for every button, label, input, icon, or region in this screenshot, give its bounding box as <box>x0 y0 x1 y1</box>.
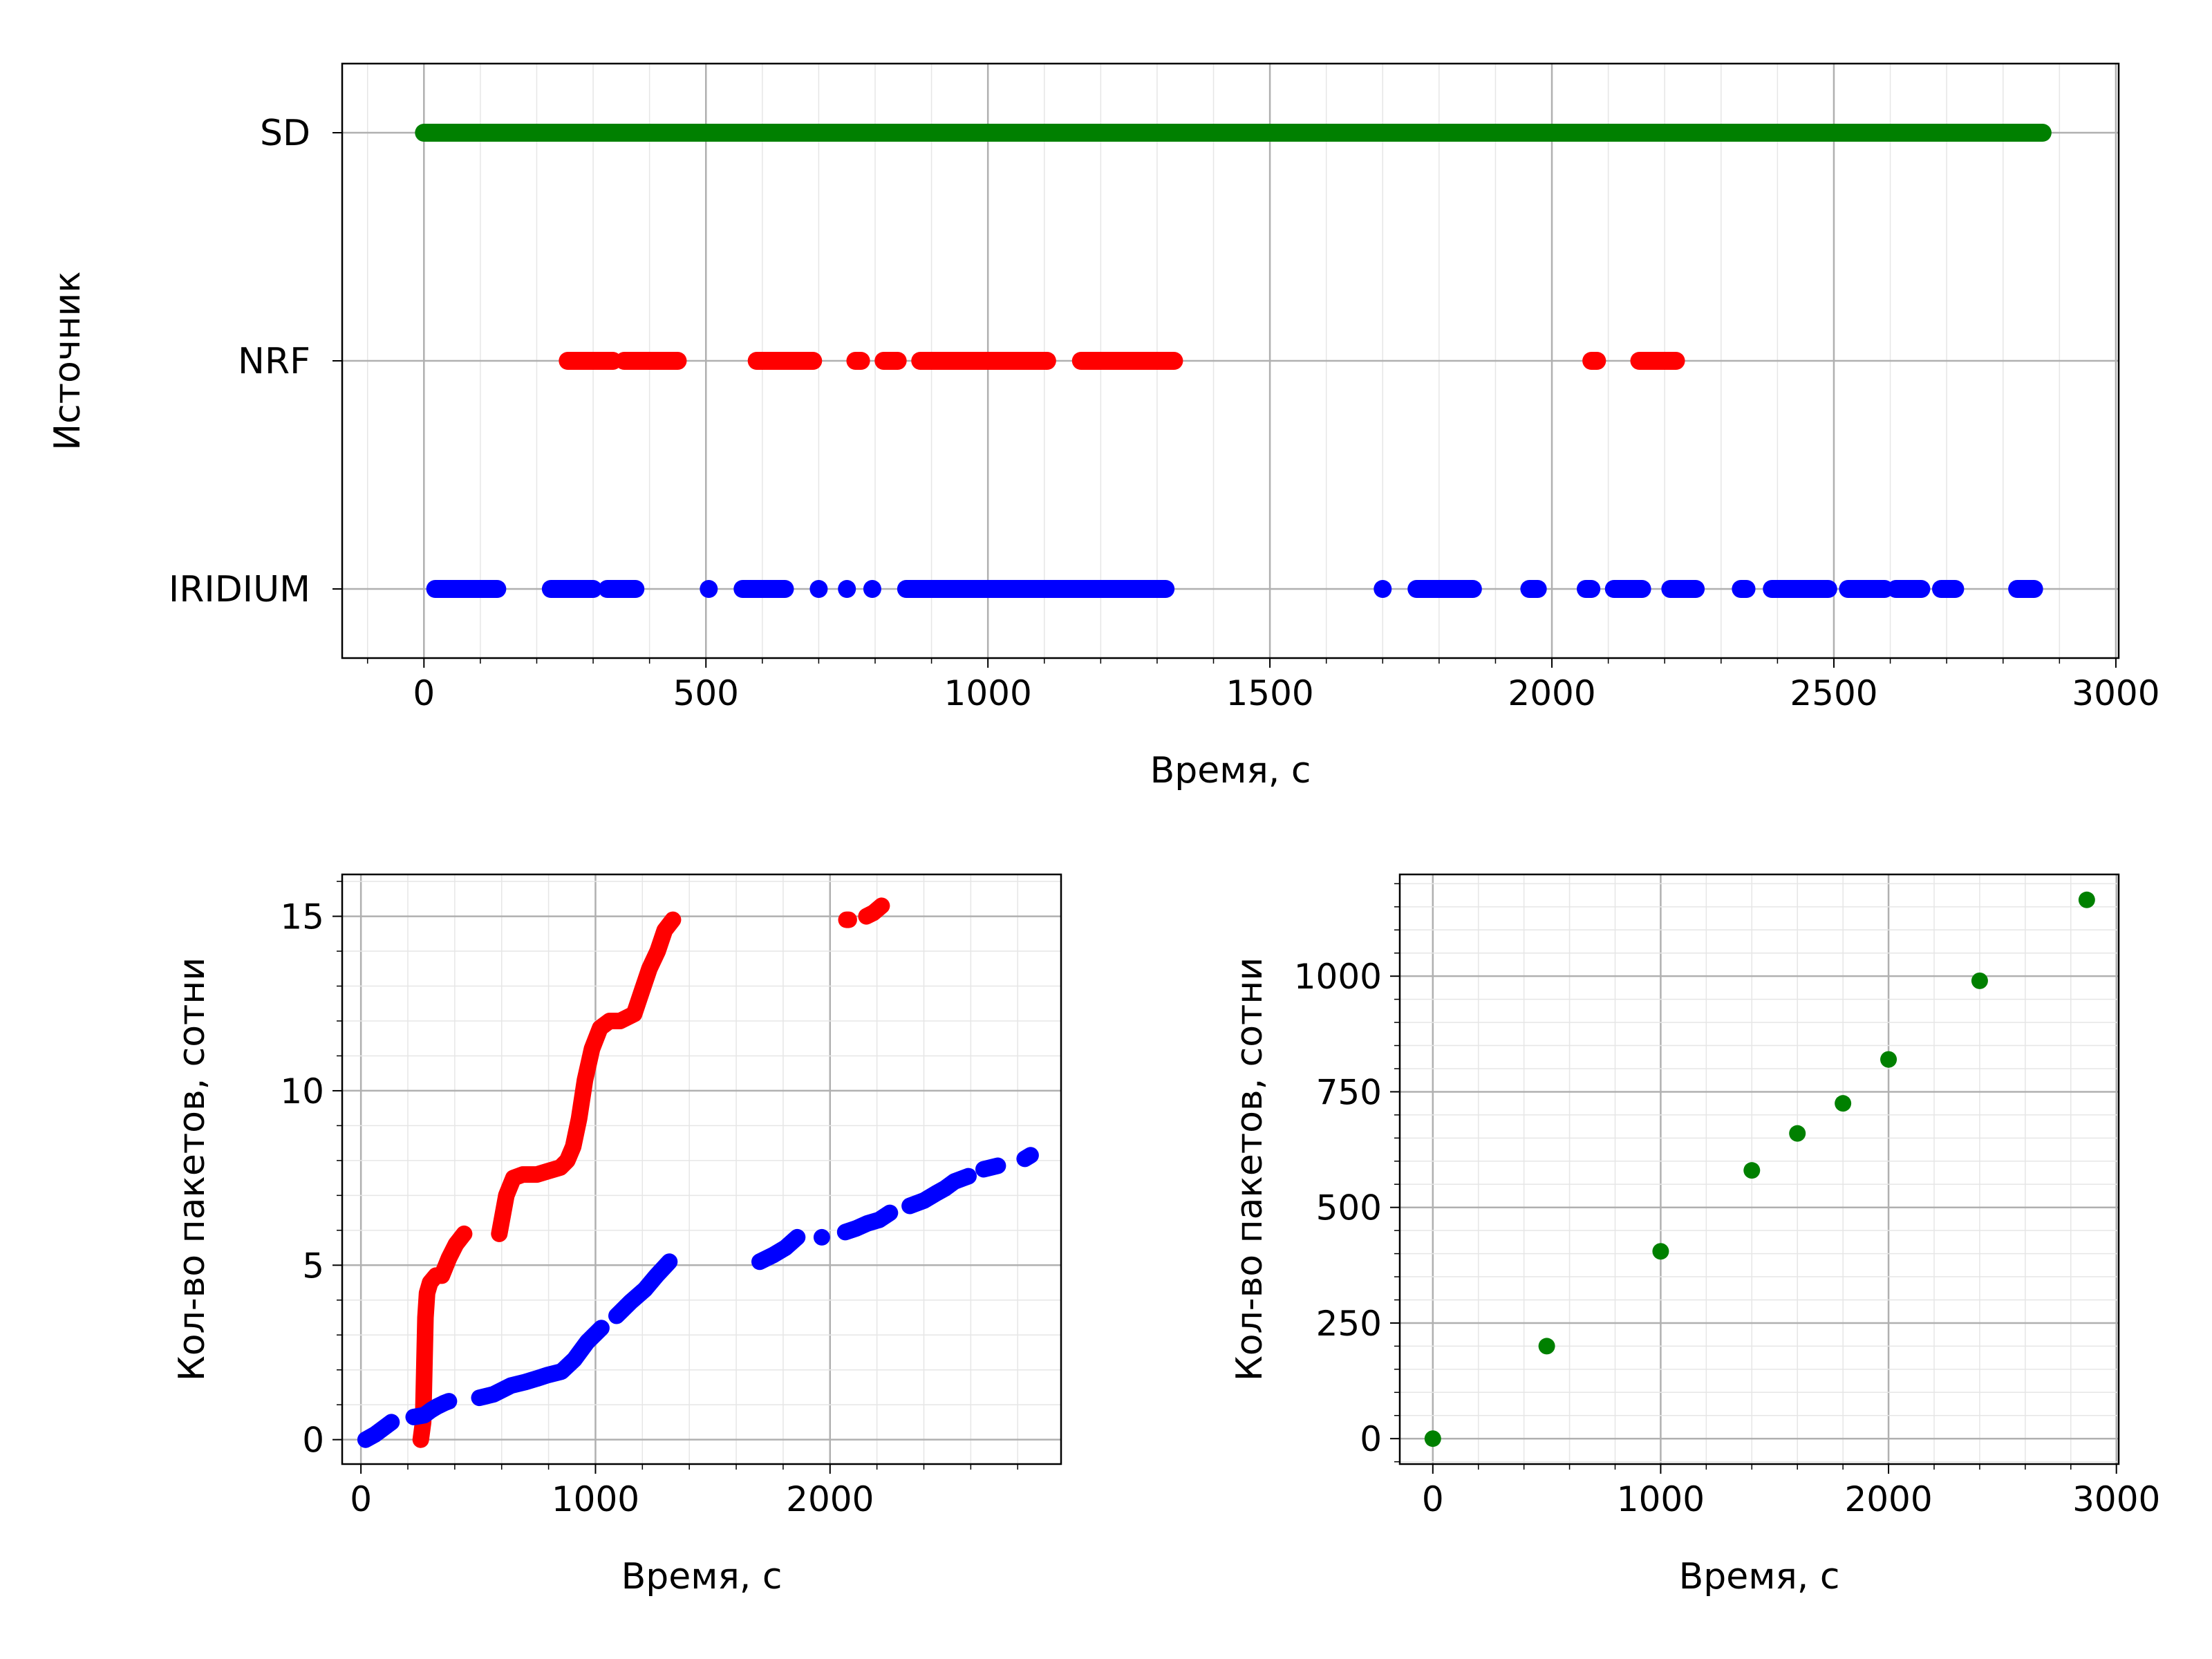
series-iridium-points <box>405 1393 458 1425</box>
series-iridium-points <box>901 1168 977 1215</box>
axes-frame <box>341 62 2120 659</box>
x-axis-label: Время, с <box>1150 750 1311 791</box>
x-tick-label: 2500 <box>1790 673 1877 713</box>
y-axis-label: Кол-во пакетов, сотни <box>171 957 213 1381</box>
y-category-label: SD <box>260 113 310 154</box>
y-tick-label: 250 <box>1316 1304 1382 1344</box>
series-iridium-points <box>471 1320 610 1407</box>
series-sd-point <box>2078 891 2095 908</box>
series-iridium-points <box>608 1253 678 1324</box>
x-axis-label: Время, с <box>621 1556 782 1597</box>
y-tick-label: 15 <box>280 897 324 937</box>
series-iridium-points <box>357 1414 400 1448</box>
series-iridium-points <box>975 1157 1006 1178</box>
y-tick-label: 10 <box>280 1071 324 1112</box>
x-tick-label: 1000 <box>944 673 1032 713</box>
series-sd-point <box>1424 1430 1441 1447</box>
x-tick-label: 2000 <box>786 1479 874 1519</box>
x-tick-label: 1500 <box>1226 673 1313 713</box>
bottom-right-panel-sd-counts: 0 1000 2000 3000 0 250 500 750 1000 Время, с Кол-в… <box>1229 873 2160 1597</box>
bottom-left-panel-nrf-iridium-counts: 0 1000 2000 0 5 10 15 Время, с Кол-во пакетов, с… <box>171 873 1062 1597</box>
series-nrf-points <box>491 911 682 1242</box>
top-panel-source-timeline: 0 500 1000 1500 2000 2500 3000 IRIDIUM NRF SD Врем… <box>47 62 2160 791</box>
series-sd-point <box>1743 1162 1761 1179</box>
y-category-label: NRF <box>238 341 310 382</box>
series-nrf-points <box>412 1225 473 1448</box>
series-sd-point <box>1971 972 1988 989</box>
x-tick-label: 2000 <box>1844 1479 1932 1519</box>
series-sd-point <box>1835 1095 1852 1112</box>
series-iridium-point <box>813 1228 830 1246</box>
x-tick-label: 1000 <box>552 1479 639 1519</box>
series-sd-point <box>1880 1051 1897 1068</box>
y-tick-label: 1000 <box>1294 957 1382 997</box>
series-nrf-points <box>858 897 890 925</box>
x-tick-label: 0 <box>413 673 435 713</box>
series-sd-point <box>1538 1338 1555 1355</box>
series-iridium-points <box>751 1228 806 1271</box>
x-tick-label: 3000 <box>2072 673 2159 713</box>
series-iridium-points <box>836 1204 899 1241</box>
y-axis-label: Источник <box>47 271 88 451</box>
x-tick-label: 500 <box>673 673 739 713</box>
y-tick-label: 5 <box>302 1246 324 1286</box>
x-tick-label: 1000 <box>1617 1479 1705 1519</box>
x-tick-label: 2000 <box>1508 673 1595 713</box>
y-tick-label: 500 <box>1316 1188 1382 1228</box>
series-sd-point <box>1652 1243 1669 1260</box>
y-tick-label: 0 <box>1360 1419 1382 1459</box>
y-tick-label: 750 <box>1316 1072 1382 1112</box>
axes-frame <box>1398 873 2120 1465</box>
series-iridium-points <box>1016 1147 1039 1168</box>
y-axis-label: Кол-во пакетов, сотни <box>1229 957 1271 1381</box>
x-axis-label: Время, с <box>1679 1556 1840 1597</box>
axes-frame <box>341 873 1062 1465</box>
x-tick-label: 3000 <box>2072 1479 2160 1519</box>
y-tick-label: 0 <box>302 1421 324 1461</box>
y-category-label: IRIDIUM <box>169 569 310 610</box>
x-tick-label: 0 <box>350 1479 372 1519</box>
series-sd-point <box>1789 1125 1806 1142</box>
x-tick-label: 0 <box>1422 1479 1444 1519</box>
